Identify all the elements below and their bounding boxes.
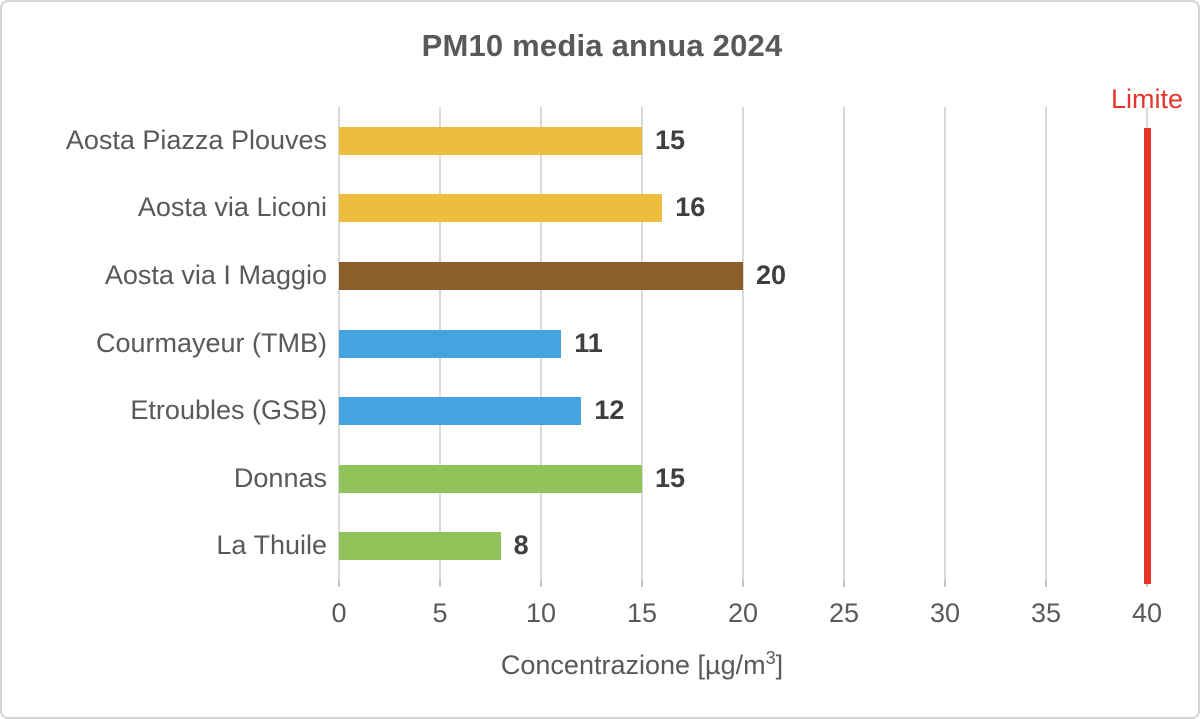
category-label-aosta-via-i-maggio: Aosta via I Maggio (104, 259, 327, 290)
limit-line (1143, 128, 1151, 584)
limit-label: Limite (1110, 84, 1184, 114)
bar-etroubles-gsb (339, 397, 582, 426)
bar-value-label-donnas: 15 (655, 462, 686, 493)
bar-aosta-via-liconi (339, 194, 663, 223)
category-label-courmayeur-tmb: Courmayeur (TMB) (95, 327, 327, 358)
category-label-la-thuile: La Thuile (216, 530, 327, 561)
x-tick-label-15: 15 (626, 598, 658, 628)
bar-value-label-aosta-via-liconi: 16 (675, 192, 706, 223)
bar-value-label-courmayeur-tmb: 11 (574, 327, 603, 358)
x-tick-mark-5 (439, 580, 441, 587)
x-tick-label-25: 25 (828, 598, 860, 628)
x-tick-mark-0 (338, 580, 340, 587)
gridline-30 (944, 107, 946, 580)
category-label-aosta-piazza-plouves: Aosta Piazza Plouves (65, 124, 327, 155)
x-tick-mark-10 (540, 580, 542, 587)
bar-aosta-via-i-maggio (339, 261, 743, 290)
x-tick-label-20: 20 (727, 598, 759, 628)
x-tick-label-35: 35 (1030, 598, 1062, 628)
x-tick-label-30: 30 (929, 598, 961, 628)
x-tick-mark-30 (944, 580, 946, 587)
bar-value-label-etroubles-gsb: 12 (594, 395, 625, 426)
x-axis-label-superscript: 3 (765, 648, 776, 668)
x-tick-label-40: 40 (1131, 598, 1163, 628)
category-label-donnas: Donnas (233, 462, 327, 493)
x-tick-label-0: 0 (331, 598, 347, 628)
x-axis-label: Concentrazione [µg/m3] (342, 648, 942, 681)
bar-donnas (339, 464, 642, 493)
x-tick-mark-15 (641, 580, 643, 587)
bar-aosta-piazza-plouves (339, 126, 642, 155)
gridline-25 (843, 107, 845, 580)
bar-value-label-aosta-via-i-maggio: 20 (756, 259, 787, 290)
x-axis-label-suffix: ] (775, 650, 784, 680)
category-label-etroubles-gsb: Etroubles (GSB) (130, 395, 327, 426)
bar-la-thuile (339, 532, 501, 561)
bar-value-label-aosta-piazza-plouves: 15 (655, 124, 686, 155)
chart-title: PM10 media annua 2024 (421, 28, 783, 63)
gridline-35 (1045, 107, 1047, 580)
gridline-15 (641, 107, 643, 580)
x-axis-label-text: Concentrazione [µg/m (500, 650, 766, 680)
gridline-20 (742, 107, 744, 580)
bar-courmayeur-tmb (339, 329, 562, 358)
x-tick-mark-35 (1045, 580, 1047, 587)
category-label-aosta-via-liconi: Aosta via Liconi (137, 192, 327, 223)
x-tick-label-5: 5 (432, 598, 448, 628)
x-tick-mark-25 (843, 580, 845, 587)
bar-value-label-la-thuile: 8 (513, 530, 529, 561)
x-tick-mark-20 (742, 580, 744, 587)
x-tick-label-10: 10 (525, 598, 557, 628)
